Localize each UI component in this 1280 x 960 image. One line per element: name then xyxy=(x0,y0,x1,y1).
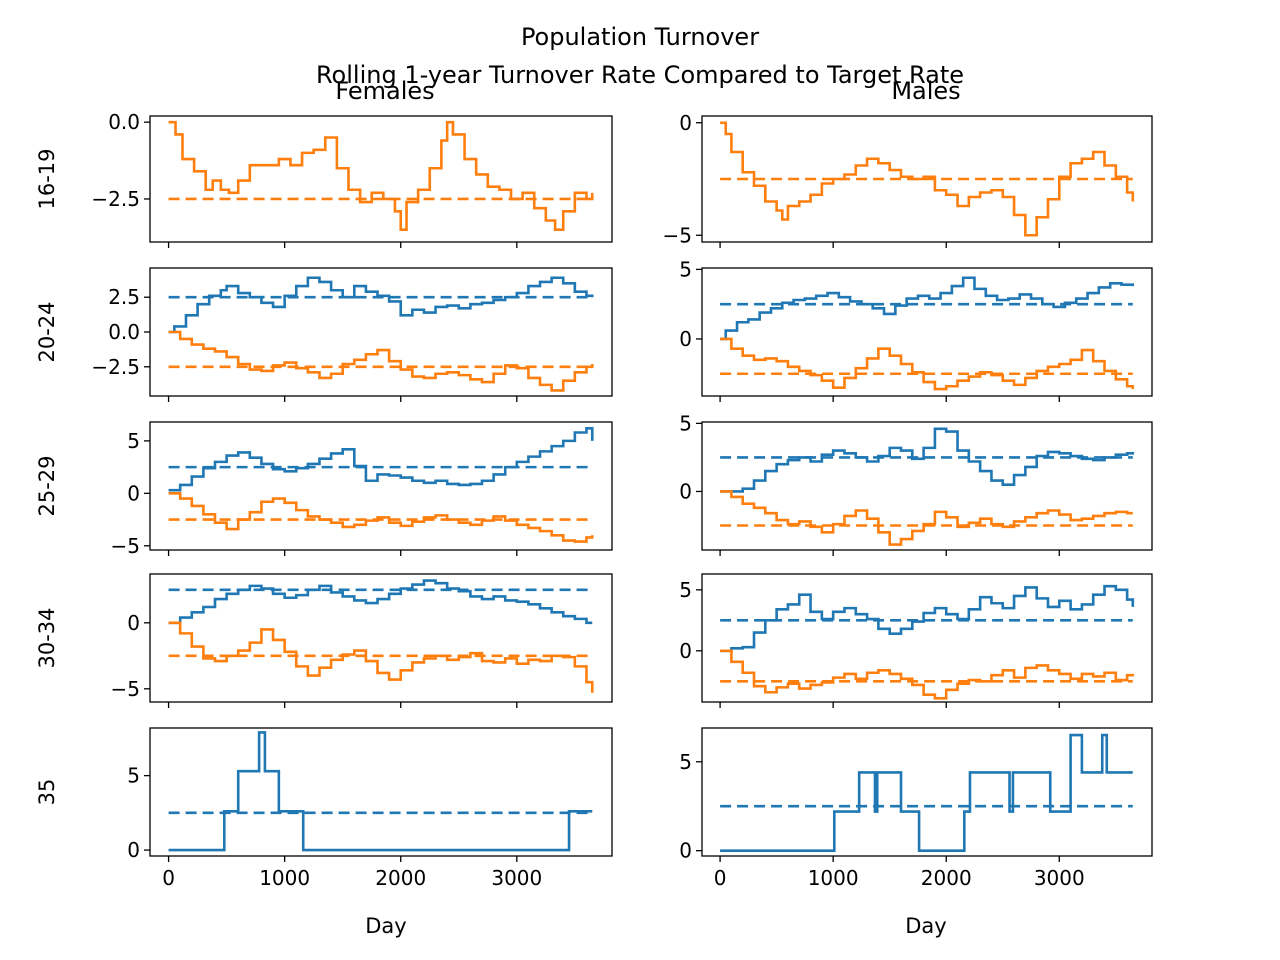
axes-frame xyxy=(149,115,613,243)
plot-area xyxy=(720,276,1135,391)
series-line-orange xyxy=(720,337,1135,391)
plot-area xyxy=(720,733,1133,852)
column-title-males: Males xyxy=(891,77,960,105)
series-line-blue xyxy=(720,427,1135,493)
series-line-blue xyxy=(720,733,1133,852)
subplot-females-1619: 0.0 −2.5 16-19 xyxy=(35,110,613,248)
y-tick-label: −2.5 xyxy=(91,355,140,379)
y-tick-label: 2.5 xyxy=(108,285,140,309)
plot-area xyxy=(168,120,594,232)
y-tick-label: 0 xyxy=(679,327,692,351)
row-label-2024: 20-24 xyxy=(35,301,59,362)
series-line-blue xyxy=(720,276,1135,341)
series-line-orange xyxy=(168,120,594,232)
subplot-grid: 0.0−2.516-190−52.50.0−2.520-245050−525-2… xyxy=(35,110,1153,890)
plot-area xyxy=(168,579,594,693)
subplot-females-2024: 2.5 0.0 −2.5 20-24 xyxy=(35,267,613,402)
y-tick-label: 0 xyxy=(679,479,692,503)
row-label-3034: 30-34 xyxy=(35,607,59,668)
y-tick-label: 5 xyxy=(127,764,140,788)
plot-area xyxy=(168,276,594,392)
y-tick-label: 5 xyxy=(679,411,692,435)
axes-frame xyxy=(701,267,1153,397)
row-label-35: 35 xyxy=(35,779,59,806)
row-label-2529: 25-29 xyxy=(35,455,59,516)
y-tick-label: 0 xyxy=(127,481,140,505)
axes-frame xyxy=(701,573,1153,703)
plot-area xyxy=(720,584,1135,700)
y-tick-label: −5 xyxy=(111,534,140,558)
series-line-blue xyxy=(168,276,594,334)
series-line-blue xyxy=(168,426,594,492)
x-axis-label-females: Day xyxy=(365,914,406,938)
axes-frame xyxy=(701,115,1153,243)
axes-frame xyxy=(701,727,1153,857)
plot-area xyxy=(168,731,593,852)
plot-area xyxy=(168,426,594,543)
y-tick-label: 0 xyxy=(679,639,692,663)
subplot-males-2024: 50 xyxy=(679,257,1153,402)
y-tick-label: 0 xyxy=(679,839,692,863)
subplot-females-35: 5 00 1000 2000 3000 35 xyxy=(35,727,613,890)
subplot-males-2529: 50 xyxy=(679,411,1153,556)
subplot-males-35: 5 00 1000 2000 3000 xyxy=(679,727,1153,890)
series-line-orange xyxy=(168,621,594,693)
y-tick-label: 0.0 xyxy=(108,320,140,344)
x-tick-label: 2000 xyxy=(375,866,426,890)
series-line-blue xyxy=(168,579,593,625)
axes-frame xyxy=(701,421,1153,551)
subplot-males-3034: 50 xyxy=(679,573,1153,708)
axes-frame xyxy=(149,421,613,551)
plot-area xyxy=(720,121,1135,237)
x-tick-label: 3000 xyxy=(491,866,542,890)
axes-frame xyxy=(149,573,613,703)
y-tick-label: 5 xyxy=(679,257,692,281)
subplot-males-1619: 0 −5 xyxy=(663,111,1153,248)
y-tick-label: −5 xyxy=(111,677,140,701)
y-tick-label: 0 xyxy=(679,111,692,135)
y-tick-label: 5 xyxy=(679,750,692,774)
x-tick-label: 1000 xyxy=(808,866,859,890)
x-axis-label-males: Day xyxy=(905,914,946,938)
x-tick-label: 2000 xyxy=(921,866,972,890)
series-line-orange xyxy=(168,492,594,543)
series-line-blue xyxy=(168,731,593,852)
subplot-females-2529: 5 0 −5 25-29 xyxy=(35,421,613,558)
column-title-females: Females xyxy=(335,77,434,105)
figure-subtitle: Rolling 1-year Turnover Rate Compared to… xyxy=(316,61,964,89)
y-tick-label: 5 xyxy=(127,429,140,453)
y-tick-label: 0 xyxy=(127,838,140,862)
y-tick-label: −5 xyxy=(663,223,692,247)
y-tick-label: 5 xyxy=(679,578,692,602)
y-tick-label: −2.5 xyxy=(91,187,140,211)
subplot-females-3034: 0 −5 30-34 xyxy=(35,573,613,708)
x-tick-label: 1000 xyxy=(259,866,310,890)
row-label-1619: 16-19 xyxy=(35,148,59,209)
y-tick-label: 0 xyxy=(127,611,140,635)
axes-frame xyxy=(149,267,613,397)
axes-frame xyxy=(149,727,613,857)
series-line-blue xyxy=(720,584,1135,653)
y-tick-label: 0.0 xyxy=(108,110,140,134)
plot-area xyxy=(720,427,1135,546)
series-line-orange xyxy=(168,330,594,392)
x-tick-label: 3000 xyxy=(1034,866,1085,890)
x-tick-label: 0 xyxy=(162,866,175,890)
x-tick-label: 0 xyxy=(714,866,727,890)
series-line-orange xyxy=(720,490,1133,546)
series-line-orange xyxy=(720,121,1135,237)
series-line-orange xyxy=(720,649,1135,700)
figure-title: Population Turnover xyxy=(521,23,759,51)
